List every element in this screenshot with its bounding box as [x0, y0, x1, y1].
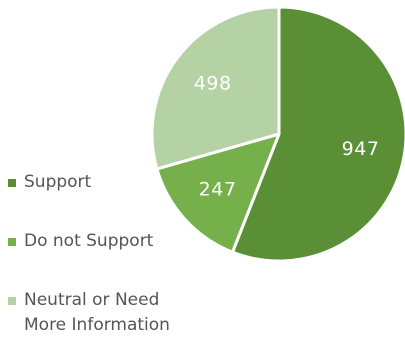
data-label-support: 947 — [342, 138, 380, 160]
legend-item-support: Support — [8, 170, 91, 195]
pie-slice-neutral — [150, 5, 281, 171]
legend-item-do-not-support: Do not Support — [8, 229, 153, 254]
pie-data-labels: 947 247 498 — [194, 73, 380, 201]
legend-label-do-not-support: Do not Support — [24, 231, 154, 251]
legend-swatch-neutral — [8, 297, 16, 305]
data-label-do-not-support: 247 — [199, 178, 237, 200]
legend-swatch-do-not-support — [8, 238, 16, 246]
legend-label-neutral: Neutral or Need More Information — [24, 290, 170, 335]
pie-slices — [150, 5, 405, 263]
legend-item-neutral: Neutral or Need More Information — [8, 288, 170, 338]
data-label-neutral: 498 — [194, 73, 232, 95]
legend-label-support: Support — [24, 172, 92, 192]
legend-swatch-support — [8, 179, 16, 187]
pie-slice-support — [230, 5, 405, 263]
pie-slice-do-not-support — [155, 132, 281, 254]
